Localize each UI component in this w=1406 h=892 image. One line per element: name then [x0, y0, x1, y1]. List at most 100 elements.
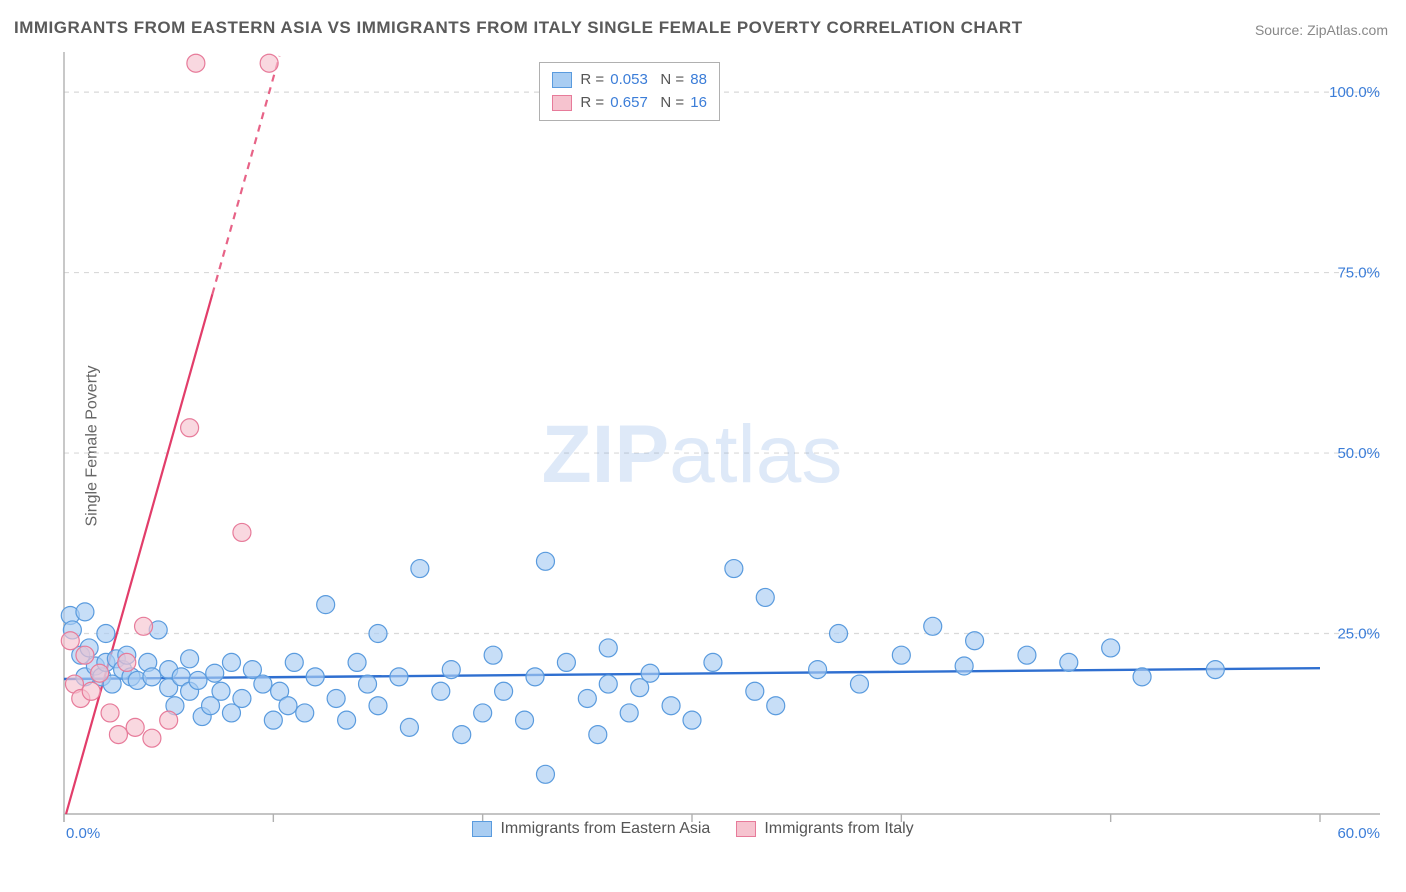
data-point-eastern_asia: [359, 675, 377, 693]
data-point-eastern_asia: [966, 632, 984, 650]
data-point-eastern_asia: [189, 671, 207, 689]
data-point-eastern_asia: [348, 653, 366, 671]
data-point-italy: [233, 523, 251, 541]
data-point-eastern_asia: [76, 603, 94, 621]
data-point-eastern_asia: [279, 697, 297, 715]
data-point-eastern_asia: [296, 704, 314, 722]
data-point-eastern_asia: [830, 625, 848, 643]
data-point-eastern_asia: [143, 668, 161, 686]
legend-series: Immigrants from Eastern Asia Immigrants f…: [472, 820, 913, 838]
data-point-eastern_asia: [746, 682, 764, 700]
data-point-eastern_asia: [536, 765, 554, 783]
y-tick-label: 50.0%: [1337, 445, 1380, 462]
data-point-eastern_asia: [1206, 661, 1224, 679]
legend-stat-text: R = 0.657 N = 16: [580, 92, 707, 115]
data-point-eastern_asia: [206, 664, 224, 682]
data-point-italy: [118, 653, 136, 671]
data-point-italy: [101, 704, 119, 722]
y-tick-label: 75.0%: [1337, 265, 1380, 282]
data-point-eastern_asia: [474, 704, 492, 722]
watermark: ZIPatlas: [542, 409, 843, 500]
data-point-eastern_asia: [704, 653, 722, 671]
data-point-eastern_asia: [369, 625, 387, 643]
data-point-eastern_asia: [1018, 646, 1036, 664]
data-point-eastern_asia: [578, 689, 596, 707]
data-point-eastern_asia: [233, 689, 251, 707]
data-point-eastern_asia: [1102, 639, 1120, 657]
data-point-eastern_asia: [97, 625, 115, 643]
x-tick-label: 60.0%: [1337, 825, 1380, 840]
data-point-italy: [143, 729, 161, 747]
data-point-italy: [82, 682, 100, 700]
data-point-eastern_asia: [955, 657, 973, 675]
data-point-eastern_asia: [317, 596, 335, 614]
data-point-italy: [187, 54, 205, 72]
x-tick-label: 0.0%: [66, 825, 100, 840]
data-point-eastern_asia: [1060, 653, 1078, 671]
data-point-eastern_asia: [390, 668, 408, 686]
data-point-italy: [160, 711, 178, 729]
legend-label: Immigrants from Italy: [764, 820, 913, 838]
chart-title: IMMIGRANTS FROM EASTERN ASIA VS IMMIGRAN…: [14, 18, 1023, 38]
data-point-eastern_asia: [662, 697, 680, 715]
data-point-eastern_asia: [306, 668, 324, 686]
data-point-eastern_asia: [212, 682, 230, 700]
data-point-eastern_asia: [767, 697, 785, 715]
data-point-italy: [91, 664, 109, 682]
data-point-eastern_asia: [432, 682, 450, 700]
data-point-italy: [76, 646, 94, 664]
legend-swatch: [472, 821, 492, 837]
data-point-italy: [126, 718, 144, 736]
data-point-eastern_asia: [516, 711, 534, 729]
data-point-eastern_asia: [892, 646, 910, 664]
legend-swatch: [552, 95, 572, 111]
data-point-eastern_asia: [369, 697, 387, 715]
y-tick-label: 25.0%: [1337, 626, 1380, 643]
plot-svg: ZIPatlas 25.0% 50.0% 75.0% 100.0% 0.0% 60.0%: [58, 50, 1388, 840]
data-point-italy: [181, 419, 199, 437]
source-attribution: Source: ZipAtlas.com: [1255, 22, 1388, 38]
data-point-eastern_asia: [599, 639, 617, 657]
data-point-eastern_asia: [264, 711, 282, 729]
data-point-eastern_asia: [850, 675, 868, 693]
legend-stats-row: R = 0.053 N = 88: [552, 69, 707, 92]
data-point-eastern_asia: [756, 588, 774, 606]
data-point-eastern_asia: [809, 661, 827, 679]
data-point-italy: [135, 617, 153, 635]
legend-stats-row: R = 0.657 N = 16: [552, 92, 707, 115]
source-label: Source:: [1255, 22, 1307, 38]
data-point-italy: [109, 726, 127, 744]
data-point-eastern_asia: [327, 689, 345, 707]
y-tick-label: 100.0%: [1329, 84, 1380, 101]
data-point-eastern_asia: [411, 560, 429, 578]
data-point-eastern_asia: [181, 650, 199, 668]
data-point-eastern_asia: [526, 668, 544, 686]
legend-swatch: [736, 821, 756, 837]
data-point-eastern_asia: [725, 560, 743, 578]
data-point-eastern_asia: [924, 617, 942, 635]
data-point-eastern_asia: [589, 726, 607, 744]
data-point-eastern_asia: [484, 646, 502, 664]
legend-stat-text: R = 0.053 N = 88: [580, 69, 707, 92]
data-point-eastern_asia: [557, 653, 575, 671]
data-point-eastern_asia: [599, 675, 617, 693]
legend-item: Immigrants from Eastern Asia: [472, 820, 710, 838]
legend-swatch: [552, 72, 572, 88]
data-point-eastern_asia: [1133, 668, 1151, 686]
data-point-eastern_asia: [285, 653, 303, 671]
scatter-plot: ZIPatlas 25.0% 50.0% 75.0% 100.0% 0.0% 60.0%: [58, 50, 1388, 840]
data-point-eastern_asia: [620, 704, 638, 722]
data-point-eastern_asia: [222, 653, 240, 671]
source-link[interactable]: ZipAtlas.com: [1307, 22, 1388, 38]
data-point-eastern_asia: [495, 682, 513, 700]
data-point-italy: [260, 54, 278, 72]
data-point-eastern_asia: [641, 664, 659, 682]
legend-item: Immigrants from Italy: [736, 820, 913, 838]
data-point-eastern_asia: [442, 661, 460, 679]
data-point-italy: [61, 632, 79, 650]
data-point-eastern_asia: [453, 726, 471, 744]
data-point-eastern_asia: [536, 552, 554, 570]
data-point-eastern_asia: [400, 718, 418, 736]
data-point-eastern_asia: [683, 711, 701, 729]
data-point-eastern_asia: [338, 711, 356, 729]
